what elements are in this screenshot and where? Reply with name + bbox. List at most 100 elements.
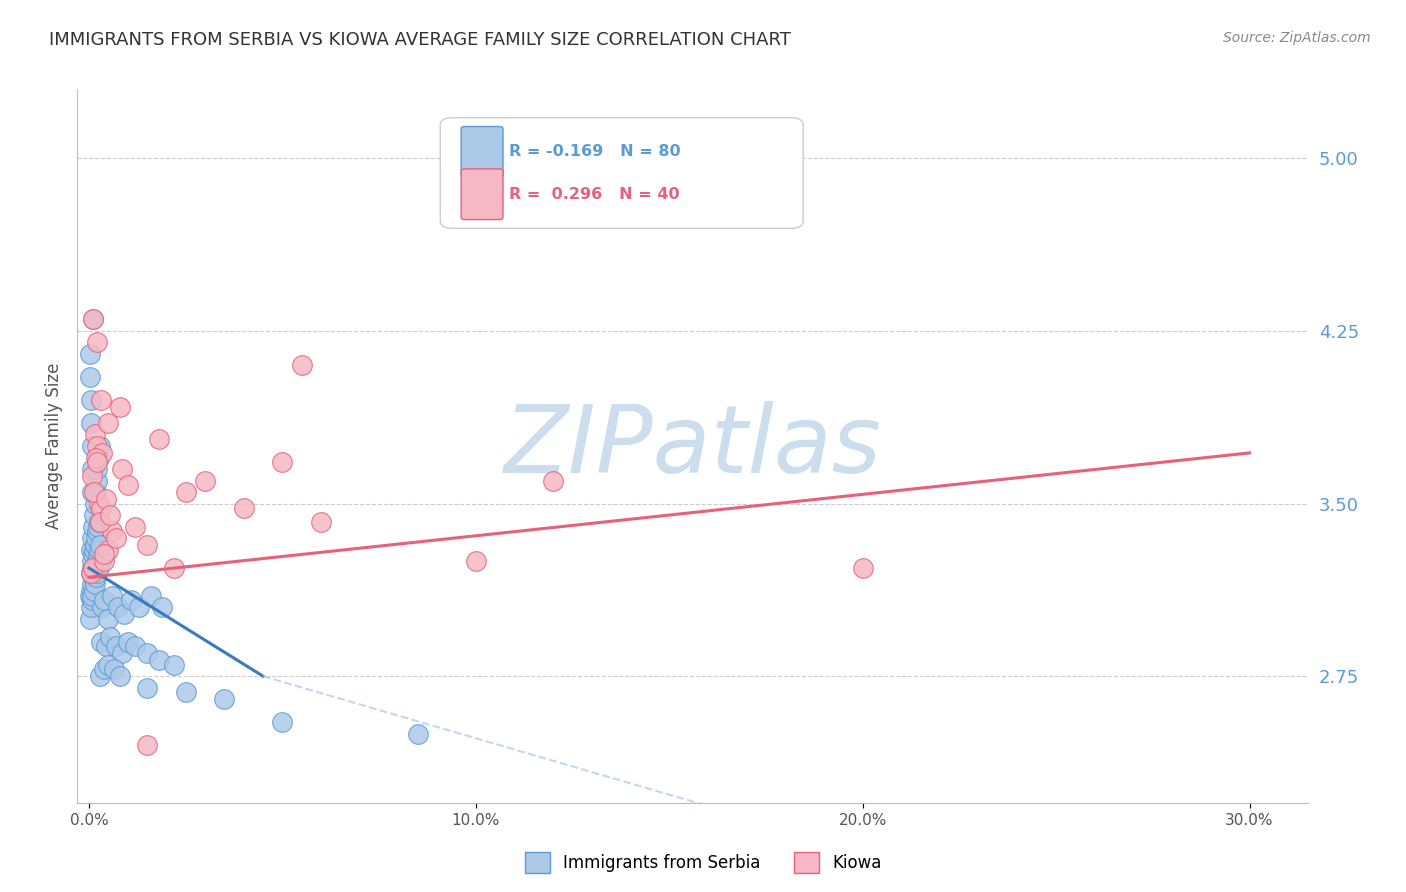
Point [82,547,104,561]
Point [91,446,114,460]
Point [83,584,105,599]
Y-axis label: Average Family Size: Average Family Size [45,363,63,529]
Point [163,561,186,575]
Point [148,653,170,667]
Point [124,640,146,654]
Point [89,515,111,529]
Point [89,515,111,529]
Point [136,646,159,660]
Point [83,485,105,500]
Point [87,497,110,511]
Point [111,462,134,476]
Point [79,612,101,626]
Point [291,359,314,373]
Point [136,538,159,552]
Point [82,519,104,533]
Point [82,312,104,326]
Point [93,547,115,561]
Point [101,589,124,603]
Legend: Immigrants from Serbia, Kiowa: Immigrants from Serbia, Kiowa [517,846,889,880]
Point [89,669,111,683]
Point [83,427,105,442]
Text: IMMIGRANTS FROM SERBIA VS KIOWA AVERAGE FAMILY SIZE CORRELATION CHART: IMMIGRANTS FROM SERBIA VS KIOWA AVERAGE … [49,31,792,49]
Text: R = -0.169   N = 80: R = -0.169 N = 80 [509,145,681,160]
Point [89,439,111,453]
Point [90,554,112,568]
Point [90,392,112,407]
Point [83,497,105,511]
Point [97,416,120,430]
Point [79,370,101,384]
Point [82,589,104,603]
Point [83,508,105,522]
Point [105,640,128,654]
Point [174,685,197,699]
FancyBboxPatch shape [440,118,803,228]
Point [86,455,108,469]
Point [87,547,110,561]
Point [87,519,110,533]
FancyBboxPatch shape [461,169,503,219]
Point [271,455,294,469]
Point [101,524,124,538]
Point [98,630,121,644]
Point [86,566,108,580]
Point [80,561,103,575]
Point [80,392,103,407]
Point [139,589,162,603]
Point [309,515,332,529]
Point [852,561,875,575]
Point [80,566,103,580]
Point [86,439,108,453]
Point [86,524,108,538]
Point [83,542,105,557]
Point [105,531,128,545]
Point [86,554,108,568]
Point [128,600,150,615]
Point [117,478,139,492]
Point [80,469,103,483]
Text: R =  0.296   N = 40: R = 0.296 N = 40 [509,186,679,202]
Point [80,462,103,476]
Point [108,669,131,683]
Point [82,485,104,500]
Point [84,570,107,584]
Point [86,474,108,488]
Point [90,634,112,648]
Point [80,416,103,430]
Point [80,531,103,545]
Point [87,561,110,575]
Point [136,738,159,752]
Point [82,312,104,326]
Point [117,634,139,648]
Point [93,593,115,607]
Point [464,554,486,568]
Point [194,474,217,488]
Point [84,531,107,545]
Point [103,662,125,676]
Point [80,593,103,607]
Point [79,347,101,361]
Point [83,577,105,591]
Point [80,566,103,580]
Point [80,577,103,591]
Point [91,600,114,615]
Point [86,462,108,476]
Point [96,640,118,654]
Point [174,485,197,500]
Point [98,508,121,522]
Point [90,501,112,516]
Point [80,439,103,453]
Point [152,600,174,615]
Point [124,519,146,533]
Point [82,561,104,575]
Point [93,554,115,568]
Point [111,646,134,660]
Point [163,657,186,672]
Point [93,662,115,676]
Point [406,727,429,741]
Text: Source: ZipAtlas.com: Source: ZipAtlas.com [1223,31,1371,45]
Point [271,715,294,730]
Point [84,485,107,500]
FancyBboxPatch shape [461,127,503,178]
